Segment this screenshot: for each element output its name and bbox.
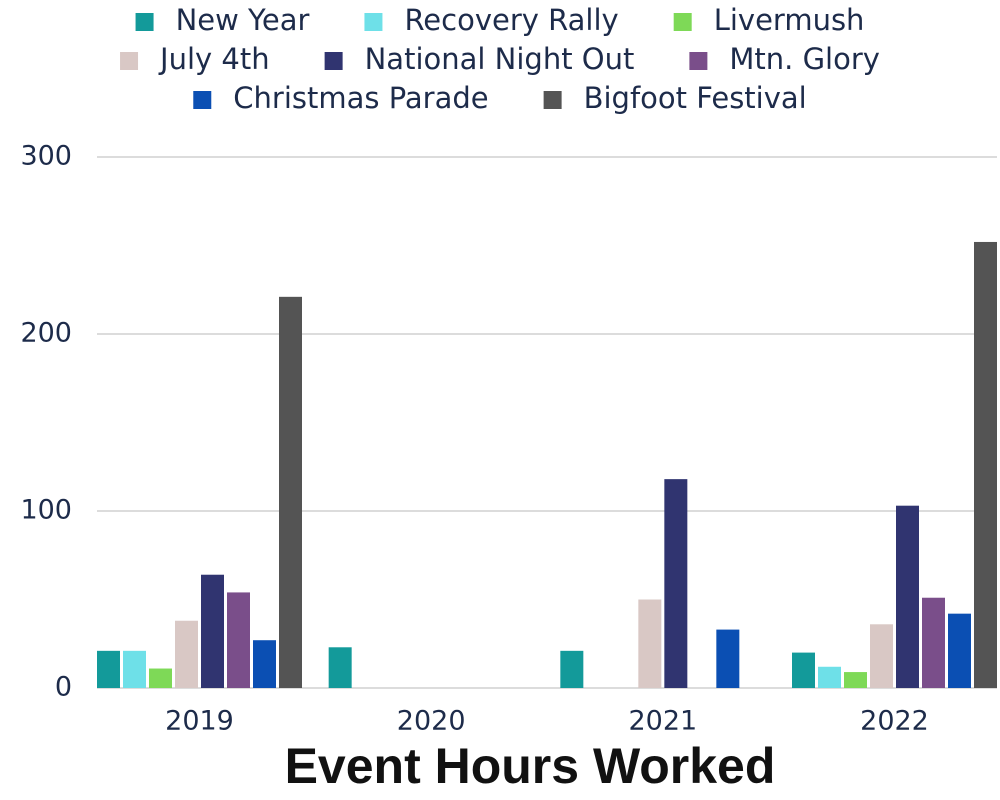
x-tick-label: 2022 <box>860 706 929 737</box>
bar <box>253 640 276 688</box>
legend-swatch <box>324 52 343 70</box>
legend-label: National Night Out <box>365 42 635 76</box>
bar <box>844 672 867 688</box>
bar <box>123 650 146 688</box>
bar <box>227 592 250 688</box>
bar <box>922 597 945 688</box>
legend-label: New Year <box>176 3 310 37</box>
bar <box>948 613 971 688</box>
bar <box>896 505 919 688</box>
legend-label: Recovery Rally <box>404 3 618 37</box>
legend-swatch <box>689 52 708 70</box>
legend-label: Mtn. Glory <box>729 42 880 76</box>
bar <box>870 624 893 688</box>
bar <box>201 574 224 688</box>
bar <box>175 620 198 688</box>
bar <box>818 666 841 688</box>
y-tick-label: 300 <box>20 141 72 172</box>
legend-label: Bigfoot Festival <box>584 81 807 115</box>
legend-swatch <box>135 13 154 31</box>
legend-label: Livermush <box>714 3 865 37</box>
y-tick-label: 100 <box>20 495 72 526</box>
bar <box>974 241 997 688</box>
bar <box>792 652 815 688</box>
bar <box>560 650 584 688</box>
legend-swatch <box>543 91 562 109</box>
legend-label: July 4th <box>158 42 270 76</box>
bar <box>97 650 120 688</box>
legend-swatch <box>120 52 139 70</box>
legend-swatch <box>364 13 383 31</box>
legend-label: Christmas Parade <box>233 81 488 115</box>
y-tick-label: 0 <box>55 672 72 703</box>
bar <box>638 599 662 688</box>
legend-swatch <box>193 91 212 109</box>
bar <box>664 479 688 688</box>
bar <box>716 629 740 688</box>
x-tick-label: 2019 <box>165 706 234 737</box>
y-tick-label: 200 <box>20 318 72 349</box>
chart-title: Event Hours Worked <box>285 738 776 794</box>
bar <box>279 296 302 688</box>
bar <box>149 668 172 688</box>
legend-swatch <box>673 13 692 31</box>
x-tick-label: 2021 <box>628 706 697 737</box>
bar <box>328 647 352 688</box>
x-tick-label: 2020 <box>397 706 466 737</box>
